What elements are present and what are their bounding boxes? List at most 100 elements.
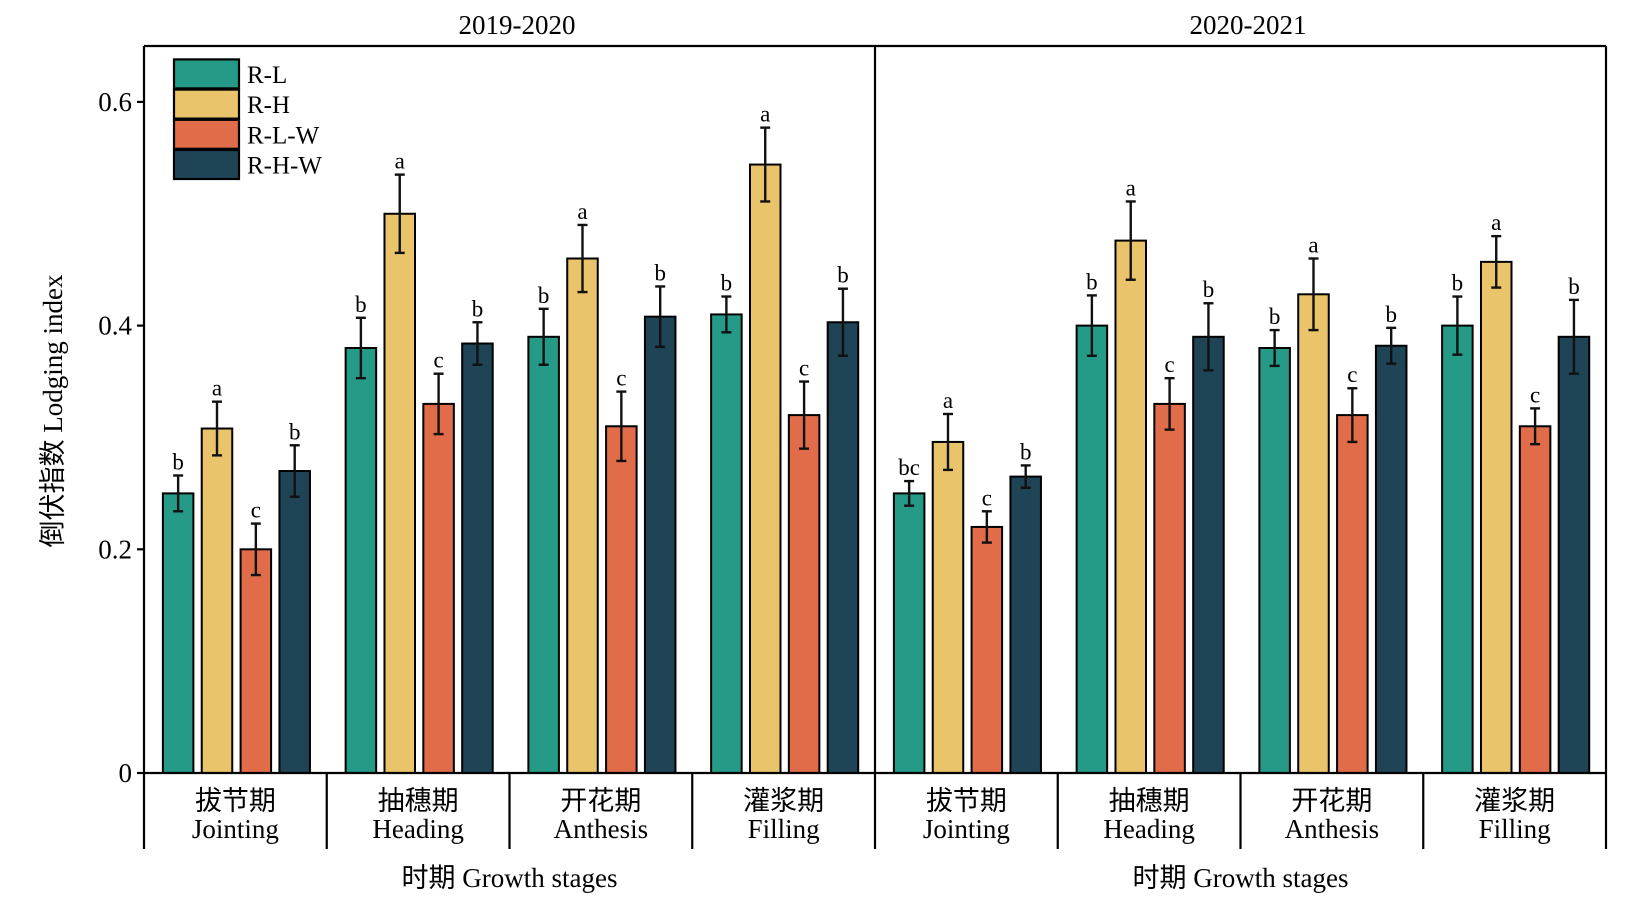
error-bar-r-h-w-filling-panel-2 — [1568, 298, 1579, 375]
panel-title-2020-2021: 2020-2021 — [1190, 10, 1307, 40]
category-label-en-filling-panel-2: Filling — [1479, 814, 1551, 844]
significance-letter-r-h-w-jointing-panel-2: b — [1020, 439, 1032, 464]
bar-r-l-w-heading-panel-2 — [1153, 402, 1186, 774]
bar-r-h-w-jointing-panel-1 — [278, 470, 311, 774]
significance-letter-r-h-w-heading-panel-2: b — [1203, 277, 1215, 302]
bar-r-l-w-jointing-panel-2 — [970, 525, 1004, 775]
significance-letter-r-l-anthesis-panel-2: b — [1269, 304, 1281, 329]
bar-r-h-w-heading-panel-1 — [461, 342, 494, 774]
error-bar-r-l-w-filling-panel-1 — [799, 380, 810, 450]
significance-letter-r-h-anthesis-panel-1: a — [577, 199, 587, 224]
error-bar-r-h-anthesis-panel-1 — [577, 223, 588, 294]
plot-frame — [142, 44, 1608, 849]
bar-r-h-w-anthesis-panel-1 — [643, 315, 677, 774]
significance-letter-r-l-jointing-panel-2: bc — [898, 455, 920, 480]
error-bar-r-h-filling-panel-2 — [1491, 234, 1502, 289]
significance-letter-r-h-w-filling-panel-1: b — [837, 263, 849, 288]
significance-letter-r-h-w-filling-panel-2: b — [1568, 274, 1580, 299]
bar-r-h-anthesis-panel-2 — [1297, 293, 1330, 774]
significance-letter-r-l-filling-panel-2: b — [1452, 271, 1464, 296]
significance-letter-r-l-w-filling-panel-2: c — [1530, 382, 1540, 407]
significance-letters-layer: b a c b b a c b b a c b b a c b bc a c b b a c b b a c b b a c b — [172, 102, 1579, 523]
bar-r-l-jointing-panel-2 — [892, 492, 926, 774]
bar-r-l-w-filling-panel-1 — [787, 414, 821, 774]
significance-letter-r-l-jointing-panel-1: b — [172, 449, 184, 474]
category-label-en-jointing-panel-1: Jointing — [192, 814, 279, 844]
panel-title-2019-2020: 2019-2020 — [459, 10, 576, 40]
category-label-en-anthesis-panel-1: Anthesis — [554, 814, 649, 844]
x-axis-title-right: 时期 Growth stages — [1133, 863, 1349, 893]
legend-item-r-l-w: R-L-W — [172, 118, 320, 150]
error-bar-r-h-w-anthesis-panel-1 — [655, 285, 666, 349]
error-bar-r-h-jointing-panel-2 — [942, 412, 953, 472]
category-label-zh-jointing-panel-2: 拔节期 — [926, 786, 1007, 816]
error-bar-r-h-w-jointing-panel-1 — [289, 444, 300, 498]
bar-r-l-w-anthesis-panel-2 — [1336, 414, 1369, 774]
bar-r-l-heading-panel-1 — [344, 346, 378, 774]
error-bar-r-l-w-anthesis-panel-1 — [616, 390, 627, 463]
bars-layer — [161, 163, 1591, 775]
legend-label-r-h-w: R-H-W — [247, 153, 322, 180]
bar-r-h-anthesis-panel-1 — [566, 257, 599, 774]
category-label-zh-heading-panel-2: 抽穗期 — [1109, 786, 1190, 816]
error-bar-r-h-w-filling-panel-1 — [837, 287, 848, 358]
legend-item-r-l: R-L — [172, 58, 287, 90]
significance-letter-r-h-jointing-panel-1: a — [212, 376, 222, 401]
significance-letter-r-h-heading-panel-1: a — [395, 149, 405, 174]
significance-letter-r-h-jointing-panel-2: a — [943, 388, 953, 413]
bar-r-l-heading-panel-2 — [1075, 324, 1109, 774]
legend-item-r-h-w: R-H-W — [172, 148, 322, 181]
significance-letter-r-h-w-anthesis-panel-2: b — [1385, 302, 1397, 327]
bar-r-h-w-anthesis-panel-2 — [1374, 344, 1408, 774]
significance-letter-r-l-w-anthesis-panel-2: c — [1347, 362, 1357, 387]
bar-r-l-w-heading-panel-1 — [422, 402, 455, 774]
category-label-en-anthesis-panel-2: Anthesis — [1285, 814, 1380, 844]
bar-r-h-heading-panel-2 — [1114, 239, 1147, 774]
x-axis-title-left: 时期 Growth stages — [402, 863, 618, 893]
error-bar-r-h-anthesis-panel-2 — [1308, 257, 1319, 332]
error-bar-r-l-w-heading-panel-1 — [433, 372, 444, 436]
legend-label-r-h: R-H — [247, 92, 290, 119]
bar-r-h-jointing-panel-1 — [200, 427, 234, 774]
significance-letter-r-l-w-filling-panel-1: c — [799, 356, 809, 381]
bar-r-l-filling-panel-1 — [710, 313, 743, 774]
error-bar-r-l-heading-panel-1 — [355, 316, 366, 380]
category-label-en-heading-panel-1: Heading — [372, 814, 463, 844]
significance-letter-r-h-filling-panel-1: a — [760, 102, 770, 127]
error-bar-r-h-w-jointing-panel-2 — [1020, 464, 1031, 489]
legend-swatch-r-l-w — [172, 118, 241, 150]
error-bar-r-l-filling-panel-2 — [1452, 295, 1463, 356]
bar-r-h-w-jointing-panel-2 — [1009, 475, 1042, 774]
legend: R-L R-H R-L-W R-H-W — [172, 58, 322, 181]
bar-r-l-w-filling-panel-2 — [1518, 425, 1552, 774]
category-label-en-jointing-panel-2: Jointing — [923, 814, 1010, 844]
error-bar-r-l-heading-panel-2 — [1086, 294, 1097, 358]
error-bar-r-l-anthesis-panel-2 — [1269, 328, 1280, 368]
legend-label-r-l: R-L — [247, 62, 287, 89]
legend-swatch-r-l — [172, 58, 241, 90]
significance-letter-r-l-w-heading-panel-2: c — [1164, 352, 1174, 377]
error-bar-r-l-w-anthesis-panel-2 — [1347, 387, 1358, 444]
y-tick-label: 0.2 — [98, 534, 132, 564]
error-bars-layer — [173, 126, 1579, 577]
significance-letter-r-h-heading-panel-2: a — [1126, 175, 1136, 200]
bar-r-h-w-filling-panel-2 — [1557, 335, 1591, 774]
category-label-en-heading-panel-2: Heading — [1103, 814, 1194, 844]
error-bar-r-l-w-heading-panel-2 — [1164, 376, 1175, 431]
y-tick-label: 0.6 — [98, 87, 132, 117]
category-label-zh-anthesis-panel-2: 开花期 — [1291, 786, 1372, 816]
significance-letter-r-l-w-jointing-panel-2: c — [982, 485, 992, 510]
category-label-en-filling-panel-1: Filling — [748, 814, 820, 844]
error-bar-r-l-w-filling-panel-2 — [1530, 407, 1541, 446]
bar-r-l-jointing-panel-1 — [161, 492, 195, 774]
significance-letter-r-h-w-jointing-panel-1: b — [289, 419, 301, 444]
bar-r-h-filling-panel-2 — [1479, 260, 1513, 774]
significance-letter-r-l-w-heading-panel-1: c — [433, 348, 443, 373]
bar-r-l-w-anthesis-panel-1 — [605, 425, 638, 774]
error-bar-r-h-heading-panel-1 — [394, 173, 405, 255]
category-label-zh-filling-panel-1: 灌浆期 — [743, 786, 824, 816]
error-bar-r-h-jointing-panel-1 — [211, 400, 222, 457]
legend-label-r-l-w: R-L-W — [247, 122, 320, 149]
y-axis-title: 倒伏指数 Lodging index — [38, 274, 68, 547]
